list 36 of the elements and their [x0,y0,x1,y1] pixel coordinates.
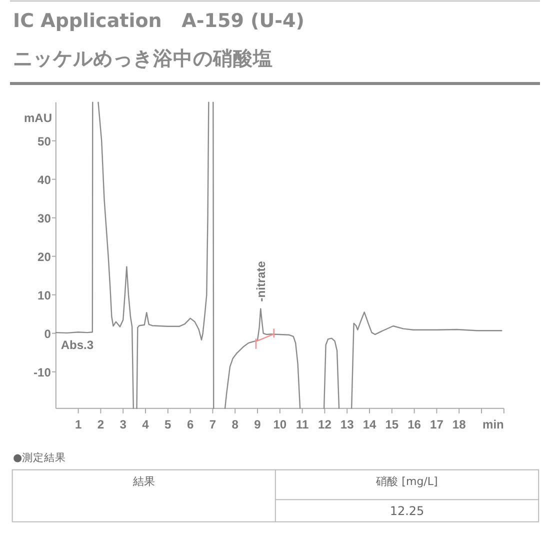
x-tick-label: 10 [273,417,287,432]
text: ●測定結果 [13,451,66,464]
x-tick-label: 5 [164,417,172,432]
x-axis-title: min [482,417,504,432]
x-tick-label: 7 [209,417,216,432]
y-axis-title: mAU [24,111,52,125]
x-tick-label: 17 [430,417,444,432]
y-tick-label: 30 [38,211,52,226]
x-tick-label: 13 [340,417,354,432]
y-tick-label: 50 [38,134,52,148]
x-tick-label: 18 [452,417,466,432]
chart-title: IC Application A-159 (U-4) [13,10,304,32]
text: 硝酸 [mg/L] [375,475,438,488]
x-tick-label: 12 [318,417,332,432]
x-tick-label: 3 [120,417,127,432]
y-tick-label: 0 [44,326,52,341]
text: 12.25 [390,504,424,518]
annotation: -nitrate [254,260,268,302]
y-tick-label: 10 [38,288,52,302]
x-tick-label: 4 [142,417,150,432]
x-tick-label: 14 [362,417,376,432]
x-tick-label: 9 [254,417,262,432]
x-tick-label: 8 [232,417,239,432]
y-tick-label: 40 [38,172,52,187]
text: 結果 [132,475,155,488]
x-tick-label: 11 [296,417,309,432]
y-tick-label: 20 [38,250,52,264]
annotation: Abs.3 [60,338,94,352]
chart-subtitle: ニッケルめっき浴中の硝酸塩 [13,47,273,70]
x-tick-label: 2 [97,417,104,432]
x-tick-label: 15 [385,417,399,432]
x-tick-label: 1 [74,417,82,432]
y-tick-label: -10 [34,365,52,380]
x-tick-label: 6 [186,417,194,432]
x-tick-label: 16 [408,417,422,432]
line-series [255,328,274,349]
